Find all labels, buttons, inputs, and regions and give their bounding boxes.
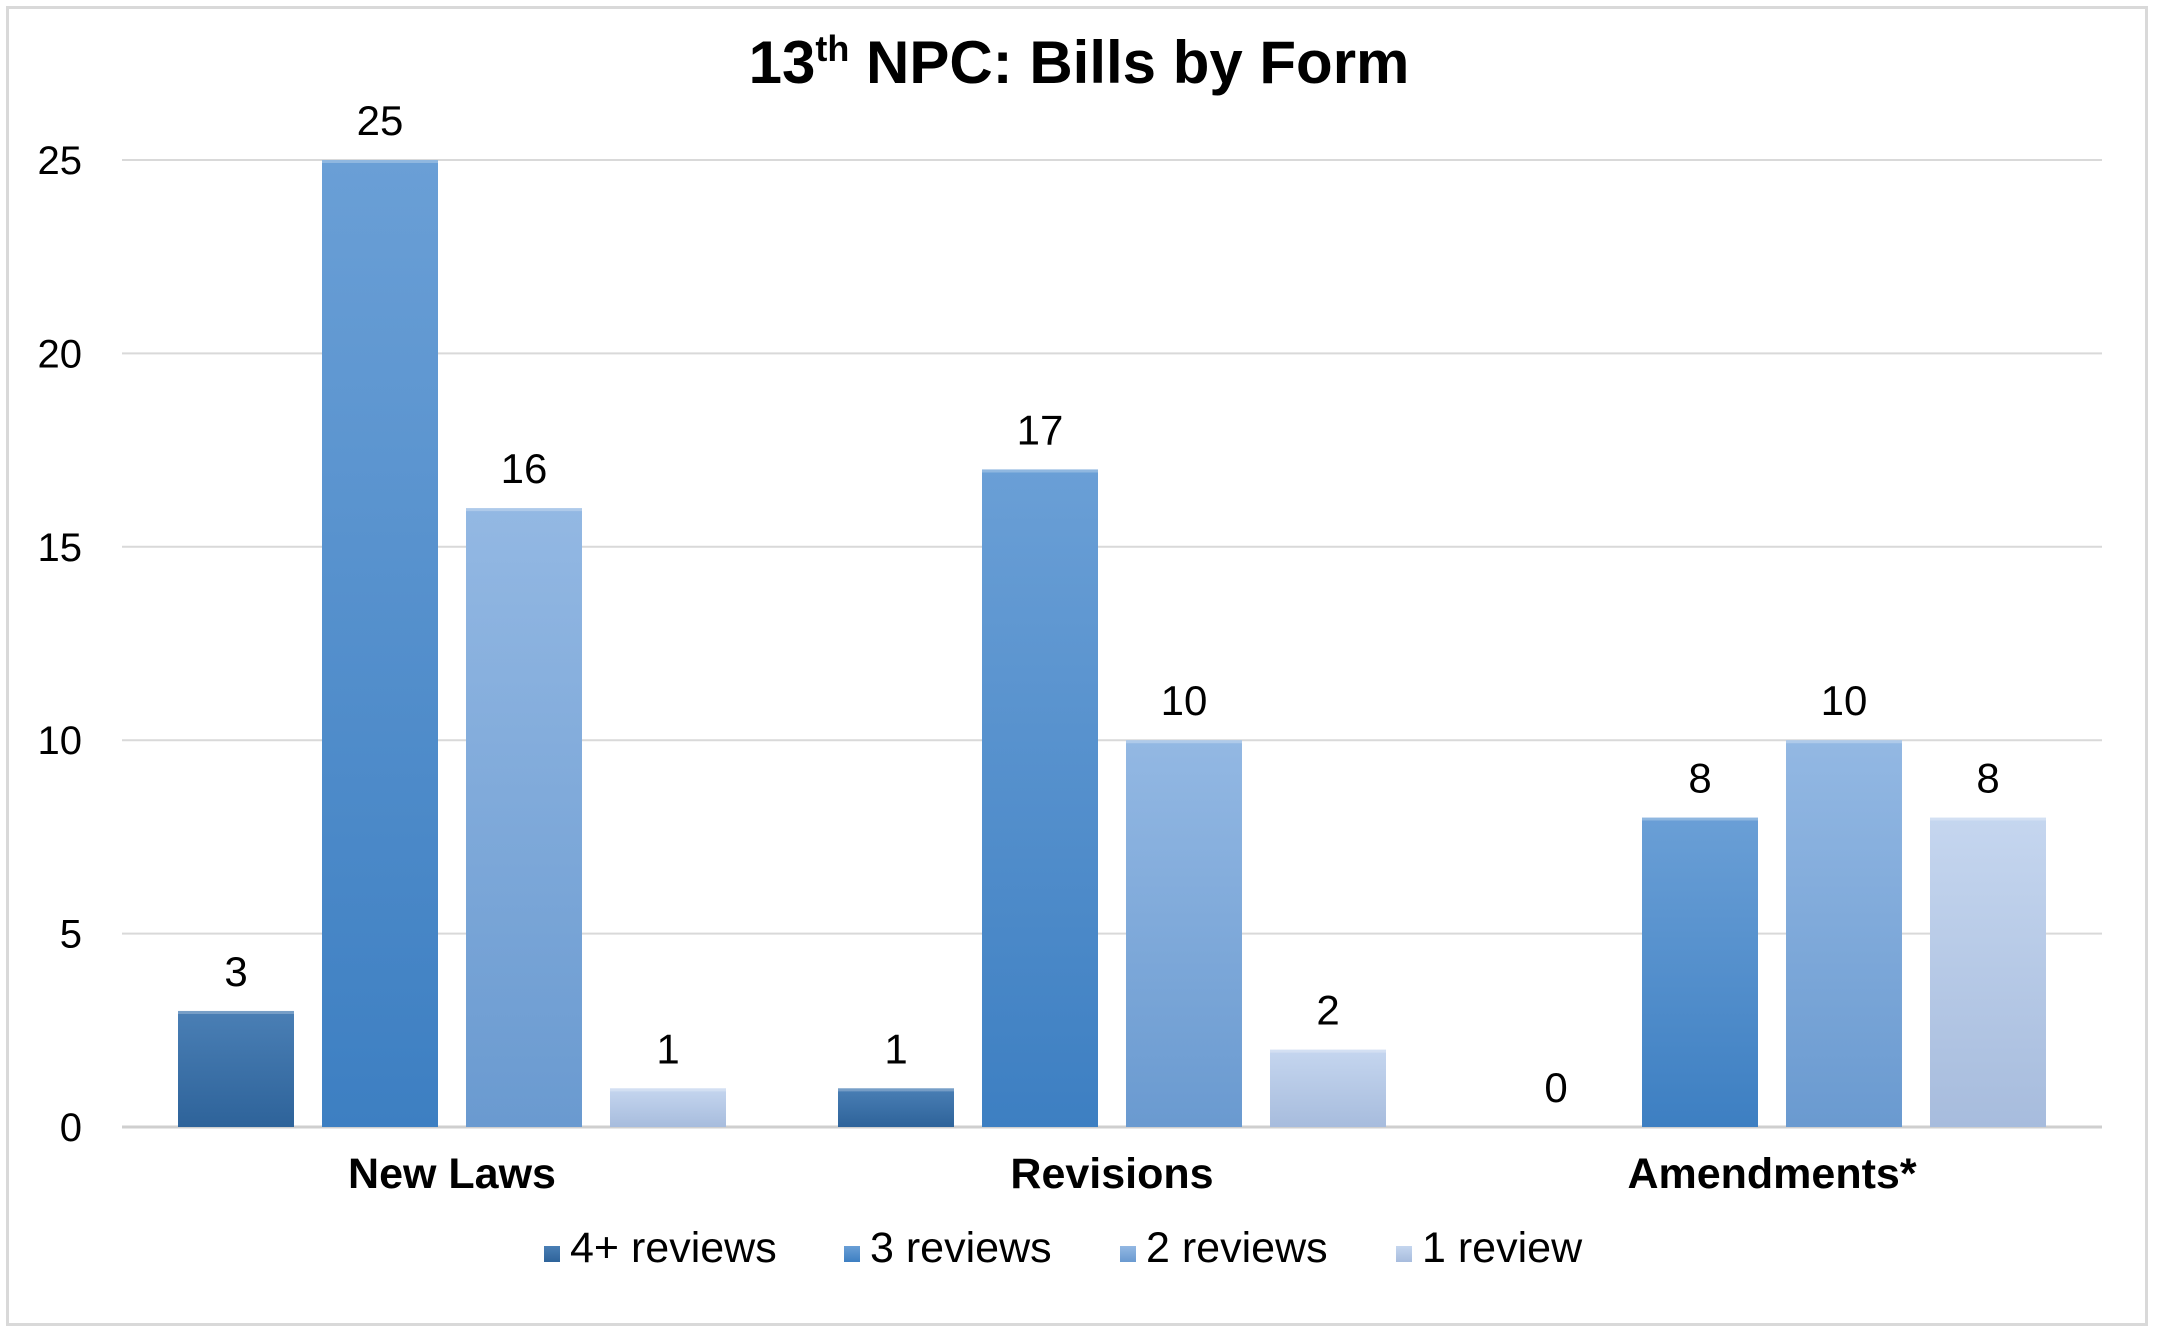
y-axis-ticks: 0 5 10 15 20 25 (38, 139, 83, 1150)
y-tick-label: 5 (60, 913, 82, 957)
category-label: Revisions (1010, 1150, 1213, 1198)
bar (1642, 817, 1758, 1127)
legend-label: 2 reviews (1146, 1224, 1328, 1272)
bar (982, 469, 1098, 1127)
chart-title: 13th NPC: Bills by Form (0, 28, 2158, 97)
bar (1930, 817, 2046, 1127)
legend-swatch (544, 1246, 560, 1262)
category-label: New Laws (348, 1150, 556, 1198)
data-label: 17 (1017, 406, 1064, 453)
grid-lines (122, 159, 2102, 1129)
legend: 4+ reviews 3 reviews 2 reviews 1 review (544, 1224, 1583, 1272)
legend-swatch (844, 1246, 860, 1262)
legend-swatch (1120, 1246, 1136, 1262)
legend-label: 4+ reviews (570, 1224, 777, 1272)
data-label: 10 (1161, 677, 1208, 724)
bar (466, 508, 582, 1127)
chart-title-rest: NPC: Bills by Form (849, 29, 1410, 96)
y-tick-label: 25 (38, 139, 83, 183)
data-label: 1 (656, 1025, 679, 1072)
data-label: 8 (1976, 755, 1999, 802)
bar (1270, 1049, 1386, 1127)
data-label: 25 (357, 97, 404, 144)
bar (1786, 740, 1902, 1127)
legend-swatch (1396, 1246, 1412, 1262)
data-label: 8 (1688, 755, 1711, 802)
bar (178, 1010, 294, 1127)
data-label: 10 (1821, 677, 1868, 724)
chart-title-main: 13 (748, 29, 816, 96)
x-axis-categories: New Laws Revisions Amendments* (348, 1150, 1917, 1198)
y-tick-label: 20 (38, 332, 83, 376)
legend-label: 1 review (1422, 1224, 1583, 1272)
category-label: Amendments* (1627, 1150, 1916, 1198)
bar (322, 160, 438, 1127)
chart-title-superscript: th (815, 28, 850, 69)
data-labels: 3 25 16 1 1 17 10 2 0 8 10 8 (224, 97, 1999, 1111)
data-label: 3 (224, 948, 247, 995)
bars (178, 160, 2046, 1127)
data-label: 0 (1544, 1064, 1567, 1111)
y-tick-label: 10 (38, 719, 83, 763)
bar (838, 1088, 954, 1127)
y-tick-label: 0 (60, 1106, 82, 1150)
data-label: 2 (1316, 987, 1339, 1034)
legend-label: 3 reviews (870, 1224, 1052, 1272)
data-label: 1 (884, 1025, 907, 1072)
bar (1126, 740, 1242, 1127)
y-tick-label: 15 (38, 526, 83, 570)
data-label: 16 (501, 445, 548, 492)
bar (610, 1088, 726, 1127)
